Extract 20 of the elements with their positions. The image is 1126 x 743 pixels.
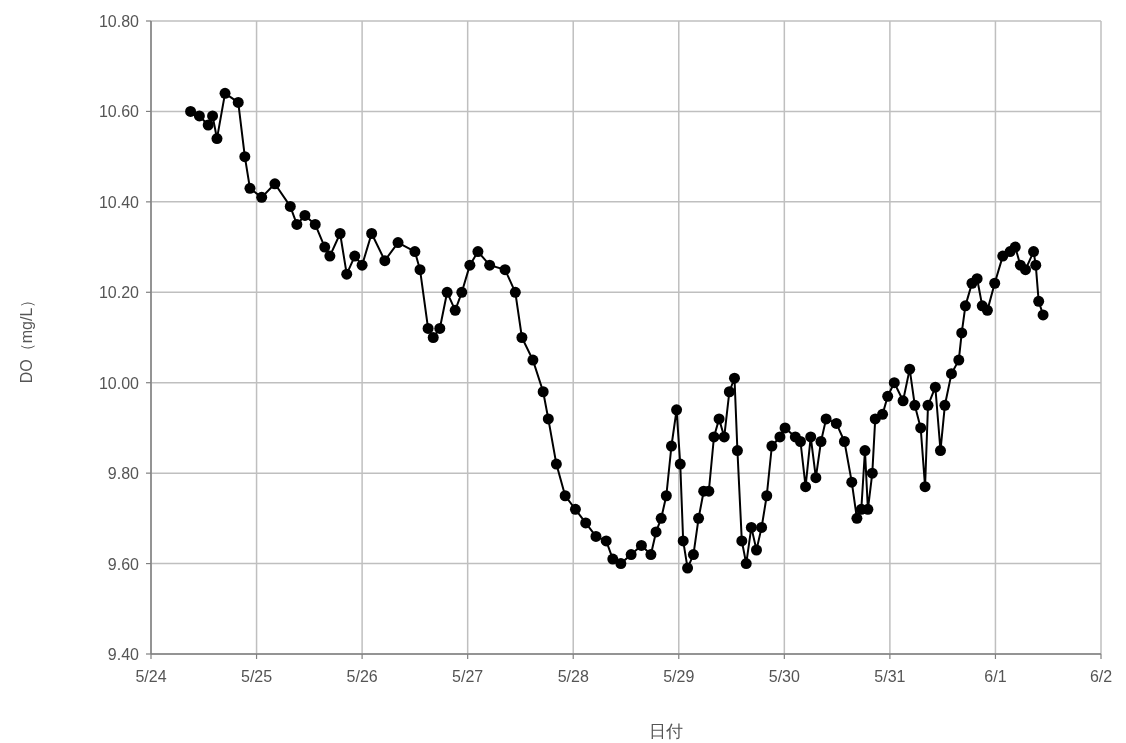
x-tick-label: 5/31 [874, 668, 906, 685]
x-tick-label: 5/29 [663, 668, 695, 685]
y-axis-title: DO（mg/L） [18, 291, 35, 384]
y-tick-label: 10.80 [98, 13, 140, 30]
x-tick-label: 5/25 [240, 668, 273, 685]
x-tick-label: 5/26 [346, 668, 378, 685]
y-tick-label: 10.20 [98, 284, 140, 302]
x-tick-label: 6/1 [984, 668, 1007, 685]
y-tick-label: 9.40 [107, 646, 140, 663]
x-tick-label: 5/27 [452, 668, 484, 685]
x-tick-label: 6/2 [1089, 668, 1113, 685]
x-tick-label: 5/30 [768, 668, 801, 685]
x-axis-title: 日付 [649, 722, 683, 741]
x-tick-label: 5/24 [135, 668, 167, 685]
y-tick-label: 10.00 [98, 374, 140, 392]
x-tick-label: 5/28 [557, 668, 589, 685]
y-tick-label: 10.40 [98, 193, 140, 211]
y-tick-label: 9.60 [107, 555, 140, 573]
y-tick-label: 9.80 [107, 465, 140, 483]
y-tick-label: 10.60 [98, 103, 140, 121]
